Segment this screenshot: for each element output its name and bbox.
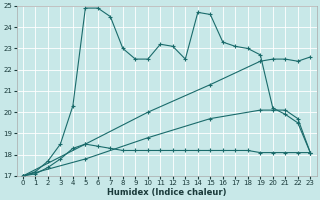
X-axis label: Humidex (Indice chaleur): Humidex (Indice chaleur)	[107, 188, 226, 197]
